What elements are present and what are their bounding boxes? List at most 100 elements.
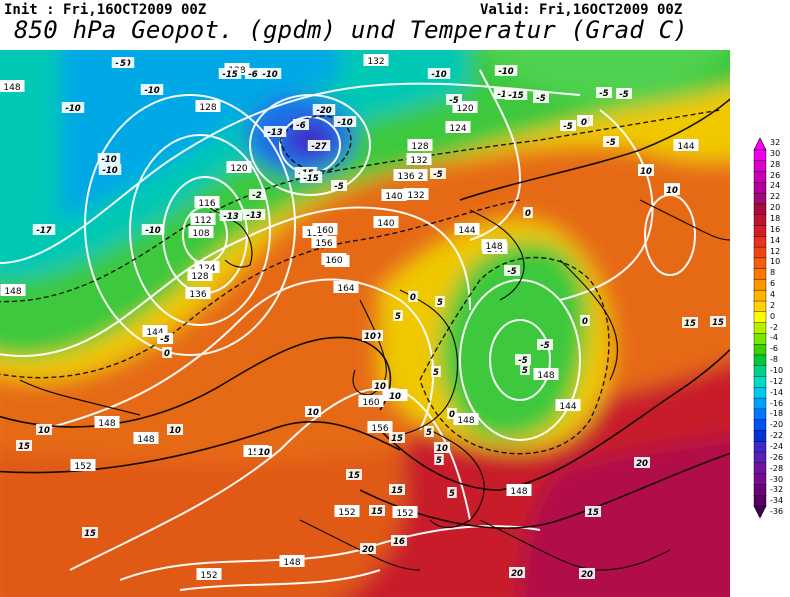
colorbar-tick-label: -18 <box>770 409 784 419</box>
colorbar-swatch <box>753 419 767 432</box>
colorbar-swatch <box>753 376 767 389</box>
temperature-label-bg <box>389 484 405 495</box>
temperature-label-text: -5 <box>536 94 546 104</box>
geopotential-label: 132 <box>363 54 389 67</box>
geopotential-label: 148 <box>279 555 305 568</box>
temperature-label: 20 <box>579 568 595 580</box>
temperature-label-text: 0 <box>449 410 455 420</box>
temperature-label-bg <box>579 116 589 127</box>
temperature-label-bg <box>333 116 357 127</box>
geopotential-label-bg <box>185 287 211 299</box>
geopotential-label: 148 <box>133 432 159 445</box>
temperature-label-bg <box>579 568 595 579</box>
temperature-label-bg <box>369 505 385 516</box>
colorbar-tick-label: 22 <box>770 192 781 202</box>
temperature-label-text: -10 <box>145 226 160 236</box>
geopotential-label: 144 <box>555 399 581 412</box>
colorbar-tick-label: 16 <box>770 224 781 234</box>
geopotential-label-bg <box>311 236 337 248</box>
temperature-label-bg <box>16 440 32 451</box>
geopotential-label-bg <box>392 506 418 518</box>
geopotential-label-text: 152 <box>200 571 217 581</box>
geopotential-label: 124 <box>445 121 471 134</box>
colorbar-tick-label: 4 <box>770 290 776 299</box>
geopotential-label: 116 <box>194 196 220 209</box>
geopotential-label-text: 128 <box>199 103 216 113</box>
colorbar-tick-label: -24 <box>770 442 784 451</box>
temperature-label-bg <box>523 207 533 218</box>
temperature-label-bg <box>218 68 242 79</box>
temperature-label-text: -13 <box>223 212 238 222</box>
geopotential-label-bg <box>0 80 25 92</box>
temperature-label: -5 <box>430 168 446 180</box>
temperature-label: -10 <box>61 102 85 114</box>
colorbar-swatch <box>753 225 767 238</box>
init-time-label: Init : Fri,16OCT2009 00Z <box>4 2 207 18</box>
geopotential-label-text: 152 <box>396 509 413 519</box>
temperature-label-text: 20 <box>511 569 523 579</box>
colorbar-swatch <box>753 333 767 345</box>
colorbar-svg <box>753 138 767 518</box>
temperature-label: -20 <box>312 104 336 116</box>
temperature-label-text: 15 <box>18 442 30 452</box>
temperature-label: 5 <box>435 296 445 308</box>
colorbar-tick-label: 18 <box>770 214 781 223</box>
temperature-label-bg <box>387 390 403 401</box>
temperature-label: 15 <box>389 432 405 444</box>
geopotential-label-text: 148 <box>283 558 300 568</box>
temperature-label-text: 10 <box>169 426 181 436</box>
temperature-label-bg <box>32 224 56 235</box>
geopotential-label-bg <box>453 413 479 425</box>
colorbar-tick-label: 30 <box>770 148 781 158</box>
colorbar-swatch <box>753 257 767 270</box>
temperature-label: 0 <box>579 116 589 128</box>
temperature-label: 15 <box>82 527 98 539</box>
colorbar-swatch <box>753 430 767 442</box>
colorbar-tick-label: 10 <box>770 257 781 267</box>
temperature-label-bg <box>258 68 282 79</box>
colorbar-swatch <box>753 246 767 259</box>
geopotential-label-text: 128 <box>191 272 208 282</box>
temperature-label-text: 5 <box>436 456 442 466</box>
temperature-contours <box>0 109 721 455</box>
temperature-label: 10 <box>167 424 183 436</box>
geopotential-label-bg <box>358 395 384 407</box>
temperature-label: 5 <box>118 57 128 69</box>
temperature-label-text: 0 <box>525 209 531 219</box>
temperature-label-text: -17 <box>36 226 51 236</box>
temperature-label-text: -15 <box>508 91 523 101</box>
temperature-label: -15 <box>218 68 242 80</box>
temperature-label-text: -10 <box>498 67 513 77</box>
temperature-label: 15 <box>16 440 32 452</box>
temperature-label-bg <box>299 172 323 183</box>
temperature-label: -13 <box>263 126 287 138</box>
geopotential-label: 132 <box>406 153 432 166</box>
temperature-label-text: 15 <box>391 486 403 496</box>
valid-time-label: Valid: Fri,16OCT2009 00Z <box>480 2 683 18</box>
colorbar-tick-label: 24 <box>770 181 781 191</box>
geopotential-label: 160 <box>312 223 338 236</box>
temperature-label-bg <box>504 89 528 100</box>
geopotential-label-bg <box>367 421 393 433</box>
colorbar-tick-label: 14 <box>770 235 781 245</box>
geopotential-label-bg <box>673 139 699 151</box>
colorbar-tick-label: 8 <box>770 268 776 278</box>
geopotential-label-text: 132 <box>410 156 427 166</box>
colorbar-swatch <box>753 182 767 194</box>
geopotential-label-bg <box>481 239 507 251</box>
temperature-label-bg <box>447 487 457 498</box>
temperature-label-text: 5 <box>437 298 443 308</box>
geopotential-label: 128 <box>195 100 221 113</box>
temperature-label-text: -10 <box>144 86 159 96</box>
geopotential-label: 148 <box>94 416 120 429</box>
colorbar-tick-label: 20 <box>770 203 781 213</box>
temperature-label: -2 <box>249 189 265 201</box>
geopotential-label-text: 148 <box>457 416 474 426</box>
colorbar-swatch <box>753 322 767 335</box>
geopotential-label-text: 108 <box>192 229 209 239</box>
temperature-label: 5 <box>424 426 434 438</box>
colorbar-swatch <box>753 300 767 313</box>
temperature-label-bg <box>427 68 451 79</box>
temperature-label-bg <box>446 94 462 105</box>
temperature-label-text: -13 <box>267 128 282 138</box>
